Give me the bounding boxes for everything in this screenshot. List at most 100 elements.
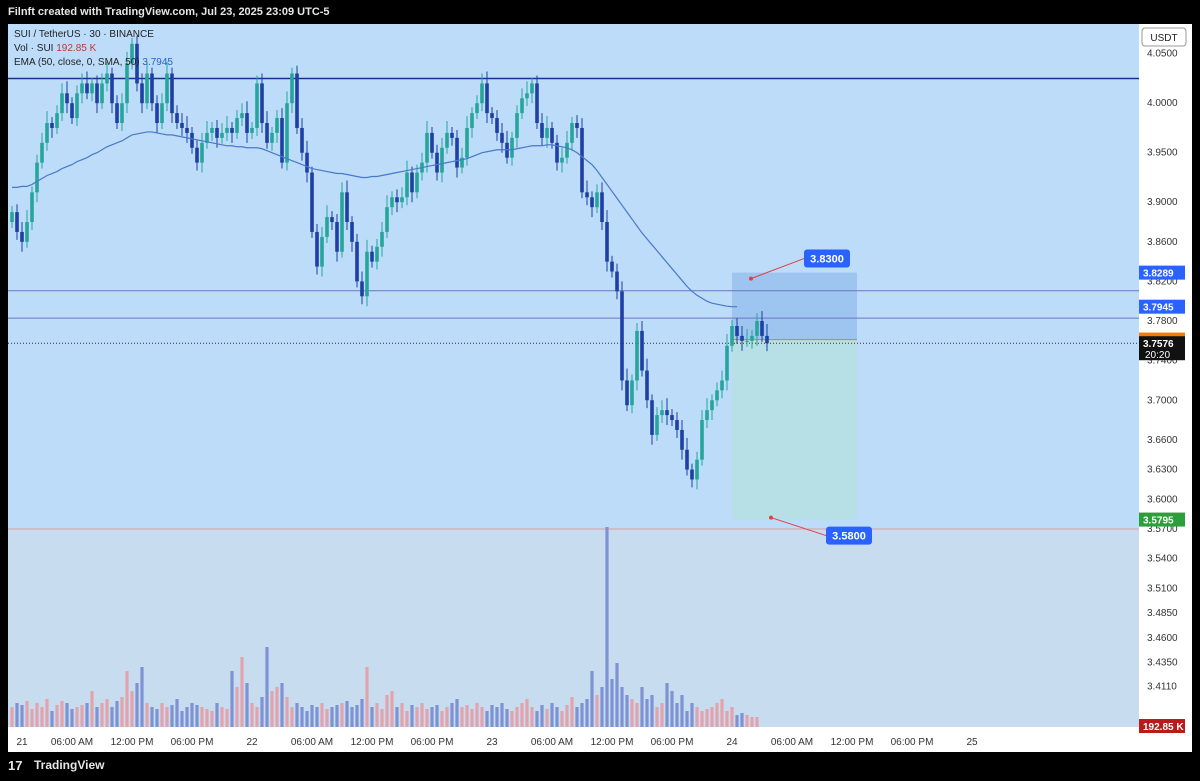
volume-bar: [670, 691, 674, 727]
price-tick-label: 3.5700: [1147, 524, 1178, 535]
logo-text: 17: [8, 758, 22, 772]
volume-bar: [540, 705, 544, 727]
candle: [620, 291, 624, 381]
volume-bar: [695, 707, 699, 727]
chart-legend: SUI / TetherUS · 30 · BINANCE Vol · SUI …: [14, 28, 173, 70]
callout-box[interactable]: [804, 249, 850, 268]
candle: [190, 132, 194, 148]
candle: [90, 83, 94, 94]
candle: [430, 132, 434, 153]
time-axis[interactable]: [8, 727, 1139, 752]
legend-symbol[interactable]: SUI / TetherUS · 30 · BINANCE: [14, 29, 154, 40]
volume-bar: [430, 707, 434, 727]
volume-bar: [505, 709, 509, 727]
time-tick-label: 06:00 AM: [291, 737, 333, 748]
candle: [375, 246, 379, 262]
volume-bar: [610, 679, 614, 727]
price-badge: [1139, 299, 1185, 314]
price-badge-label: 3.5795: [1143, 516, 1174, 527]
candle: [510, 137, 514, 158]
volume-bar: [130, 691, 134, 727]
candle: [440, 147, 444, 173]
volume-bar: [365, 667, 369, 727]
candle: [280, 118, 284, 163]
volume-bar: [515, 707, 519, 727]
volume-bar: [520, 703, 524, 727]
price-tick-label: 3.6000: [1147, 494, 1178, 505]
candle: [55, 113, 59, 128]
price-tick-label: 3.7800: [1147, 316, 1178, 327]
volume-bar: [110, 707, 114, 727]
candle: [610, 261, 614, 272]
candle: [260, 83, 264, 124]
callout-box[interactable]: [826, 526, 872, 545]
candle: [85, 83, 89, 94]
volume-bar: [215, 703, 219, 727]
volume-bar: [635, 703, 639, 727]
candle: [695, 459, 699, 480]
volume-bar: [190, 703, 194, 727]
candle: [675, 420, 679, 430]
volume-bar: [265, 647, 269, 727]
candle: [480, 83, 484, 104]
volume-bar: [420, 703, 424, 727]
time-tick-label: 12:00 PM: [831, 737, 874, 748]
volume-bar: [220, 707, 224, 727]
header-caption: Filnft created with TradingView.com, Jul…: [8, 6, 330, 18]
plot-area[interactable]: 3.8300 3.5800 21 06:00 AM 12:00 PM 06:00 PM 22…: [8, 24, 1139, 752]
candle: [555, 142, 559, 163]
volume-bar: [205, 709, 209, 727]
volume-bar: [345, 701, 349, 727]
price-tick-label: 3.6600: [1147, 435, 1178, 446]
currency-button[interactable]: [1141, 27, 1187, 47]
volume-bar: [400, 703, 404, 727]
volume-bar: [580, 703, 584, 727]
time-tick-label: 06:00 PM: [411, 737, 454, 748]
time-tick-label: 23: [486, 737, 498, 748]
volume-bar: [20, 705, 24, 727]
candle: [325, 217, 329, 237]
volume-bar: [185, 707, 189, 727]
candle: [70, 103, 74, 119]
volume-bar: [465, 705, 469, 727]
volume-bar: [685, 711, 689, 727]
target-zone[interactable]: [732, 272, 857, 340]
candle: [95, 83, 99, 104]
candle: [345, 192, 349, 223]
candle: [20, 231, 24, 242]
price-tick-label: 3.5100: [1147, 583, 1178, 594]
volume-bar: [435, 705, 439, 727]
candle: [360, 281, 364, 297]
volume-bar: [385, 695, 389, 727]
candle: [390, 197, 394, 208]
volume-bar: [745, 715, 749, 727]
volume-bar: [135, 683, 139, 727]
tradingview-logo-icon: 17: [8, 758, 22, 772]
volume-bar: [730, 707, 734, 727]
volume-bar: [720, 699, 724, 727]
price-axis-scale[interactable]: USDT 4.0500 4.0000 3.9500 3.9000 3.8600 3.8200…: [1139, 24, 1192, 752]
candle: [370, 251, 374, 262]
candle: [530, 83, 534, 94]
candle: [650, 400, 654, 435]
time-tick-label: 06:00 AM: [531, 737, 573, 748]
candle: [245, 113, 249, 133]
price-tick-label: 3.8200: [1147, 276, 1178, 287]
candle: [170, 73, 174, 114]
price-chart[interactable]: 3.8300 3.5800 21 06:00 AM 12:00 PM 06:00 PM 22…: [8, 24, 1139, 752]
candle: [535, 83, 539, 124]
stop-zone[interactable]: [732, 339, 857, 520]
candle: [255, 83, 259, 128]
volume-bar: [605, 527, 609, 727]
volume-bar: [25, 701, 29, 727]
volume-bar: [410, 705, 414, 727]
candle: [355, 241, 359, 282]
price-axis[interactable]: USDT 4.0500 4.0000 3.9500 3.9000 3.8600 3.8200…: [1139, 24, 1192, 752]
candle: [405, 172, 409, 198]
candle: [585, 192, 589, 198]
legend-ema-label[interactable]: EMA (50, close, 0, SMA, 50): [14, 57, 140, 68]
candle: [715, 390, 719, 401]
volume-bar: [545, 709, 549, 727]
volume-bar: [230, 671, 234, 727]
candle: [625, 380, 629, 406]
